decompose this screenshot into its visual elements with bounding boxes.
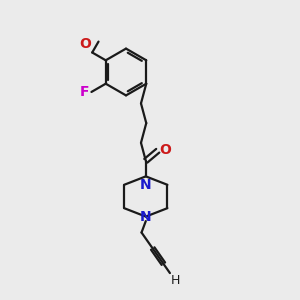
- Text: O: O: [79, 37, 91, 51]
- Text: H: H: [171, 274, 181, 287]
- Text: N: N: [140, 210, 152, 224]
- Text: N: N: [140, 178, 152, 192]
- Text: O: O: [159, 143, 171, 157]
- Text: F: F: [80, 85, 89, 99]
